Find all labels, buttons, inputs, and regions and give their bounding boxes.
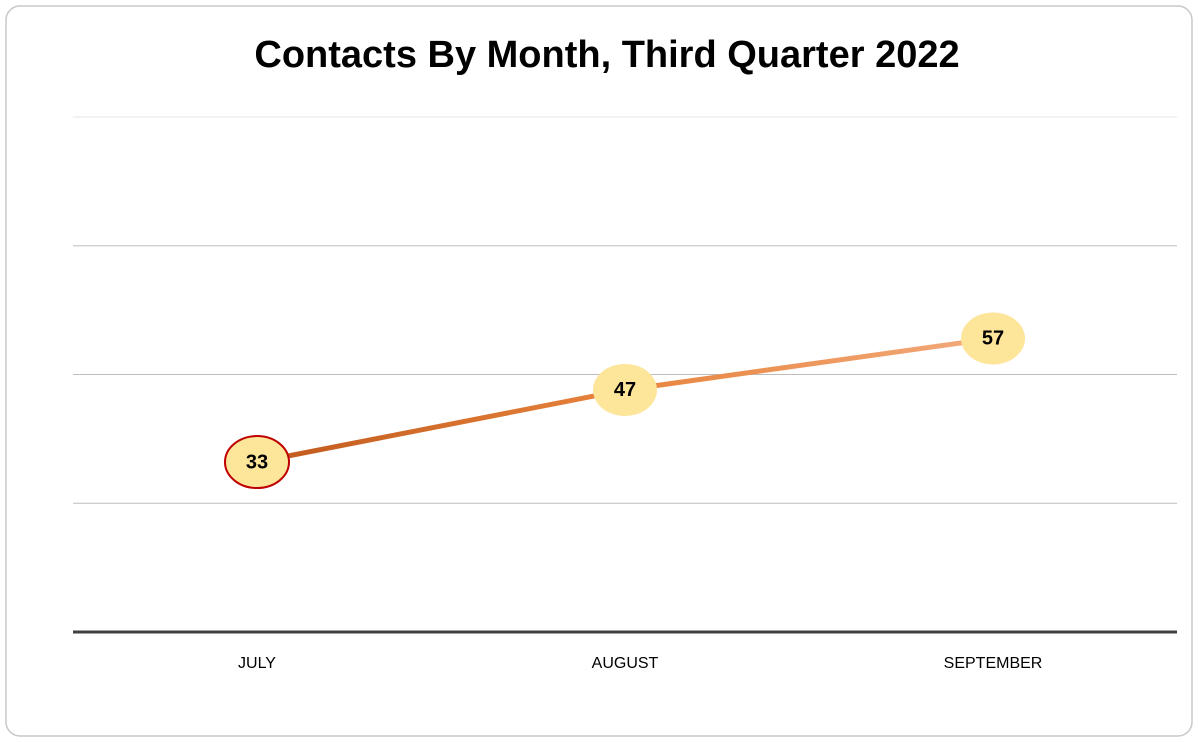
marker <box>224 435 290 490</box>
data-label: 57 <box>982 328 1004 350</box>
card <box>5 5 1193 737</box>
marker <box>593 363 657 416</box>
x-tick-label: JULY <box>238 655 276 672</box>
chart-title: Contacts By Month, Third Quarter 2022 <box>254 34 959 76</box>
data-label: 47 <box>614 379 636 401</box>
data-label: 33 <box>246 451 268 473</box>
marker <box>961 312 1025 365</box>
x-tick-label: SEPTEMBER <box>944 655 1043 672</box>
x-tick-label: AUGUST <box>592 655 659 672</box>
